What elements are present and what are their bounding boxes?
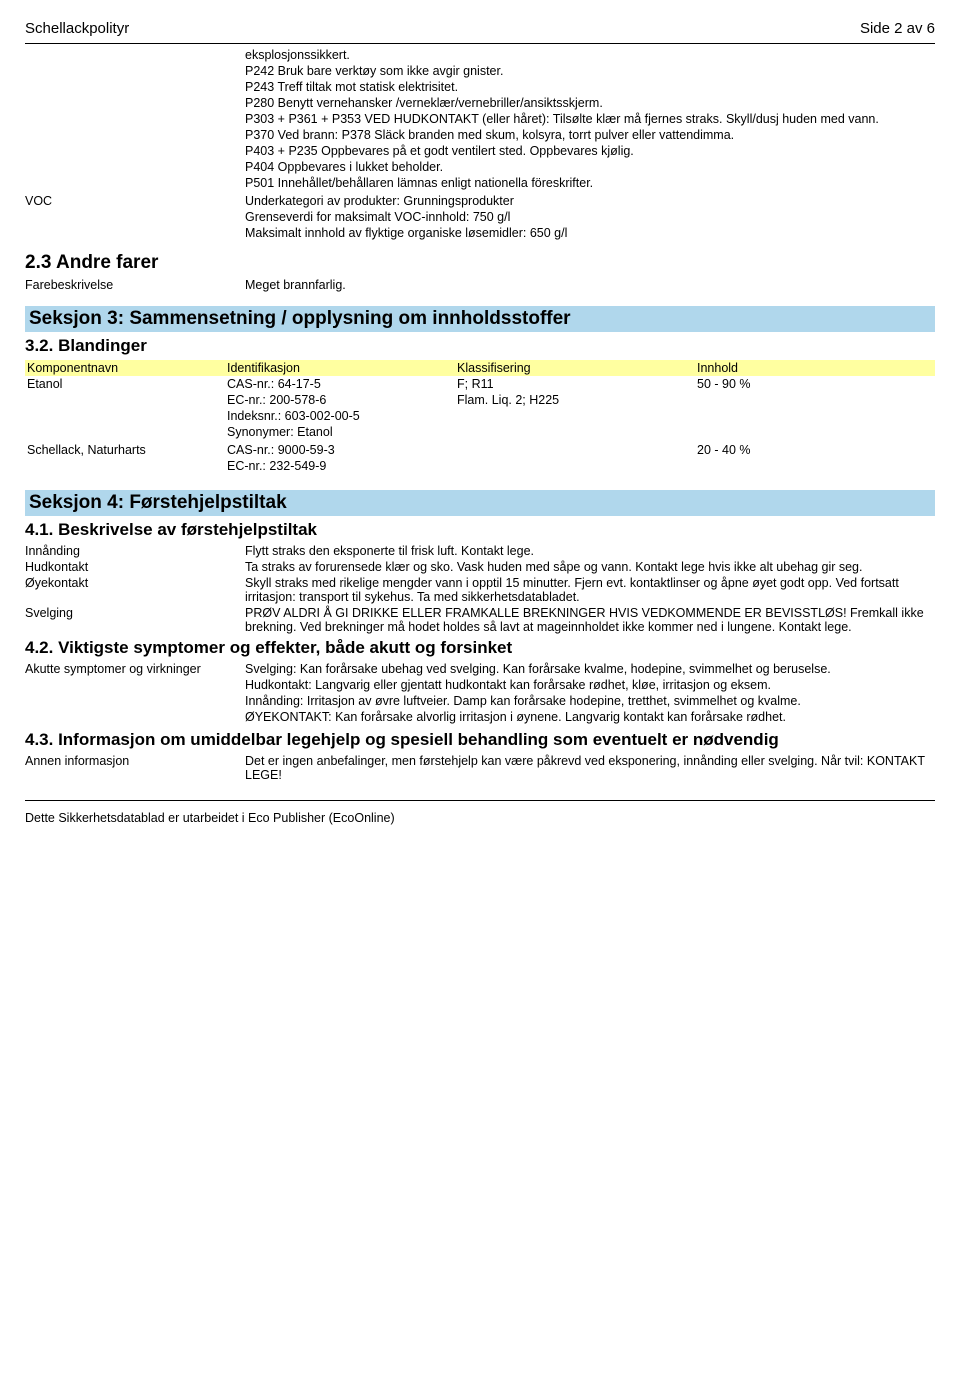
footer-rule (25, 800, 935, 801)
annen-info-row: Annen informasjon Det er ingen anbefalin… (25, 754, 935, 782)
hudkontakt-label: Hudkontakt (25, 560, 245, 574)
oyekontakt-text: Skyll straks med rikelige mengder vann i… (245, 576, 935, 604)
oyekontakt-label: Øyekontakt (25, 576, 245, 604)
innanding-text: Flytt straks den eksponerte til frisk lu… (245, 544, 935, 558)
voc-line: Underkategori av produkter: Grunningspro… (245, 194, 935, 208)
comp-klass: F; R11 Flam. Liq. 2; H225 (457, 377, 697, 441)
component-header: Komponentnavn Identifikasjon Klassifiser… (25, 360, 935, 376)
comp-name: Etanol (27, 377, 227, 441)
sub-3-2: 3.2. Blandinger (25, 336, 935, 356)
symptomer-text: Svelging: Kan forårsake ubehag ved svelg… (245, 662, 935, 726)
heading-2-3: 2.3 Andre farer (25, 252, 935, 274)
p-line: P403 + P235 Oppbevares på et godt ventil… (245, 144, 935, 158)
sym-line: Hudkontakt: Langvarig eller gjentatt hud… (245, 678, 935, 692)
annen-info-text: Det er ingen anbefalinger, men førstehje… (245, 754, 935, 782)
voc-line: Grenseverdi for maksimalt VOC-innhold: 7… (245, 210, 935, 224)
hudkontakt-text: Ta straks av forurensede klær og sko. Va… (245, 560, 935, 574)
ident-line: Indeksnr.: 603-002-00-5 (227, 409, 457, 423)
symptomer-label: Akutte symptomer og virkninger (25, 662, 245, 726)
comp-name: Schellack, Naturharts (27, 443, 227, 475)
ident-line: CAS-nr.: 9000-59-3 (227, 443, 457, 457)
ident-line: CAS-nr.: 64-17-5 (227, 377, 457, 391)
col-identifikasjon: Identifikasjon (227, 361, 457, 375)
sub-4-2: 4.2. Viktigste symptomer og effekter, bå… (25, 638, 935, 658)
header-page: Side 2 av 6 (860, 20, 935, 37)
p-line: P404 Oppbevares i lukket beholder. (245, 160, 935, 174)
p-line: P370 Ved brann: P378 Släck branden med s… (245, 128, 935, 142)
p-line: P242 Bruk bare verktøy som ikke avgir gn… (245, 64, 935, 78)
comp-ident: CAS-nr.: 64-17-5 EC-nr.: 200-578-6 Indek… (227, 377, 457, 441)
p-line: P303 + P361 + P353 VED HUDKONTAKT (eller… (245, 112, 935, 126)
fare-row: Farebeskrivelse Meget brannfarlig. (25, 278, 935, 292)
footer-text: Dette Sikkerhetsdatablad er utarbeidet i… (25, 811, 935, 825)
sub-4-3: 4.3. Informasjon om umiddelbar legehjelp… (25, 730, 935, 750)
col-klassifisering: Klassifisering (457, 361, 697, 375)
oyekontakt-row: Øyekontakt Skyll straks med rikelige men… (25, 576, 935, 604)
section-4-bar: Seksjon 4: Førstehjelpstiltak (25, 490, 935, 516)
ident-line: EC-nr.: 200-578-6 (227, 393, 457, 407)
col-innhold: Innhold (697, 361, 933, 375)
voc-row: VOC Underkategori av produkter: Grunning… (25, 194, 935, 242)
p-line: P501 Innehållet/behållaren lämnas enligt… (245, 176, 935, 190)
component-row: Etanol CAS-nr.: 64-17-5 EC-nr.: 200-578-… (25, 376, 935, 442)
comp-klass (457, 443, 697, 475)
svelging-label: Svelging (25, 606, 245, 634)
svelging-text: PRØV ALDRI Å GI DRIKKE ELLER FRAMKALLE B… (245, 606, 935, 634)
fare-value: Meget brannfarlig. (245, 278, 935, 292)
klass-line: F; R11 (457, 377, 697, 391)
empty-label (25, 48, 245, 192)
p-line: P243 Treff tiltak mot statisk elektrisit… (245, 80, 935, 94)
ident-line: EC-nr.: 232-549-9 (227, 459, 457, 473)
voc-lines: Underkategori av produkter: Grunningspro… (245, 194, 935, 242)
fare-label: Farebeskrivelse (25, 278, 245, 292)
klass-line: Flam. Liq. 2; H225 (457, 393, 697, 407)
innanding-label: Innånding (25, 544, 245, 558)
page-header: Schellackpolityr Side 2 av 6 (25, 20, 935, 37)
col-komponentnavn: Komponentnavn (27, 361, 227, 375)
top-lines: eksplosjonssikkert. P242 Bruk bare verkt… (245, 48, 935, 192)
comp-innhold: 50 - 90 % (697, 377, 933, 441)
innanding-row: Innånding Flytt straks den eksponerte ti… (25, 544, 935, 558)
voc-label: VOC (25, 194, 245, 242)
header-title: Schellackpolityr (25, 20, 129, 37)
sub-4-1: 4.1. Beskrivelse av førstehjelpstiltak (25, 520, 935, 540)
comp-ident: CAS-nr.: 9000-59-3 EC-nr.: 232-549-9 (227, 443, 457, 475)
p-line: eksplosjonssikkert. (245, 48, 935, 62)
section-3-bar: Seksjon 3: Sammensetning / opplysning om… (25, 306, 935, 332)
top-block-row: eksplosjonssikkert. P242 Bruk bare verkt… (25, 48, 935, 192)
svelging-row: Svelging PRØV ALDRI Å GI DRIKKE ELLER FR… (25, 606, 935, 634)
voc-line: Maksimalt innhold av flyktige organiske … (245, 226, 935, 240)
sym-line: Innånding: Irritasjon av øvre luftveier.… (245, 694, 935, 708)
ident-line: Synonymer: Etanol (227, 425, 457, 439)
header-rule (25, 43, 935, 44)
annen-info-label: Annen informasjon (25, 754, 245, 782)
symptomer-row: Akutte symptomer og virkninger Svelging:… (25, 662, 935, 726)
sym-line: Svelging: Kan forårsake ubehag ved svelg… (245, 662, 935, 676)
comp-innhold: 20 - 40 % (697, 443, 933, 475)
p-line: P280 Benytt vernehansker /verneklær/vern… (245, 96, 935, 110)
component-row: Schellack, Naturharts CAS-nr.: 9000-59-3… (25, 442, 935, 476)
sym-line: ØYEKONTAKT: Kan forårsake alvorlig irrit… (245, 710, 935, 724)
hudkontakt-row: Hudkontakt Ta straks av forurensede klær… (25, 560, 935, 574)
